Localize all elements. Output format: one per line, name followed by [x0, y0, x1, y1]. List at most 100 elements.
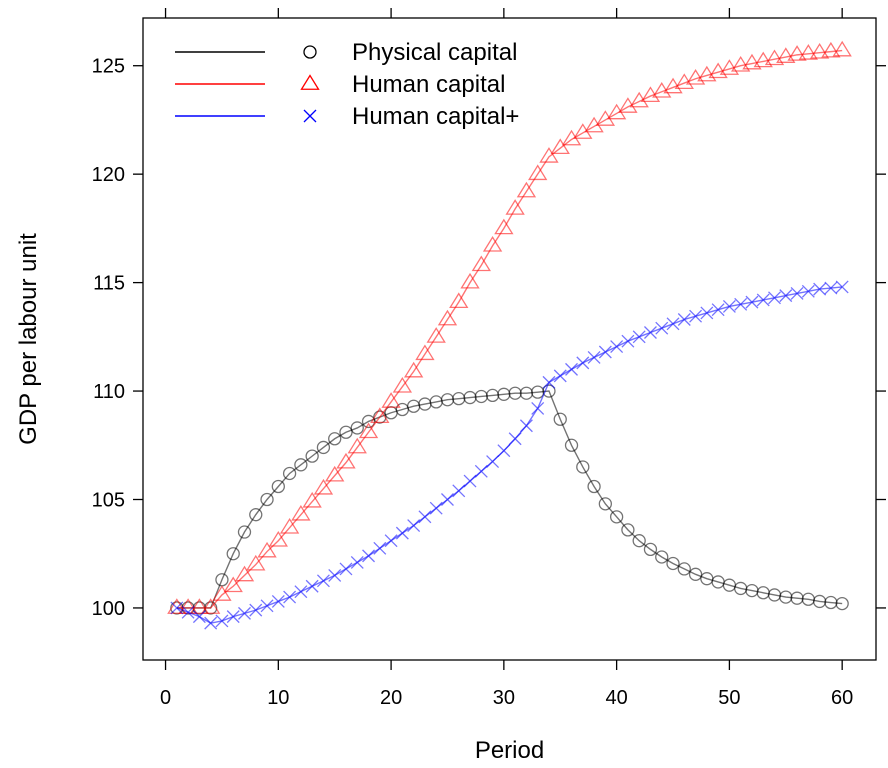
- data-point-human-capital: [246, 554, 266, 571]
- legend-marker: [303, 109, 317, 123]
- data-point-human-capital-plus: [779, 289, 793, 303]
- data-point-physical-capital: [271, 479, 285, 494]
- data-point-human-capital-plus: [801, 284, 815, 298]
- data-point-human-capital-plus: [283, 590, 297, 604]
- x-tick-label: 20: [380, 687, 402, 709]
- data-point-human-capital: [685, 68, 706, 85]
- data-point-human-capital-plus: [508, 432, 522, 446]
- data-point-physical-capital: [553, 412, 567, 426]
- legend-label: Human capital: [352, 71, 505, 98]
- axes: 0 10 20 30 40 50 60 100 105 110 115 120 125: [92, 8, 886, 709]
- data-point-physical-capital: [328, 432, 342, 446]
- data-point-human-capital-plus: [249, 603, 263, 617]
- y-tick-label: 105: [92, 490, 125, 512]
- data-point-human-capital-plus: [238, 606, 251, 620]
- data-point-human-capital-plus: [192, 610, 206, 624]
- data-point-human-capital: [798, 44, 819, 60]
- legend-marker: [303, 45, 317, 59]
- data-point-human-capital: [516, 181, 537, 198]
- data-point-human-capital-plus: [294, 585, 308, 599]
- data-point-human-capital-plus: [271, 594, 285, 608]
- plot-area: [167, 40, 852, 630]
- data-point-human-capital: [776, 47, 796, 63]
- data-point-human-capital-plus: [824, 281, 838, 295]
- data-point-physical-capital: [339, 425, 353, 439]
- data-point-physical-capital: [666, 556, 680, 571]
- data-point-physical-capital: [237, 525, 252, 539]
- data-point-human-capital: [200, 598, 221, 614]
- x-tick-label: 10: [267, 687, 289, 709]
- data-point-human-capital: [392, 376, 413, 393]
- x-tick-label: 40: [606, 687, 628, 709]
- data-point-human-capital: [223, 576, 243, 593]
- data-point-human-capital: [358, 422, 379, 439]
- data-point-human-capital-plus: [655, 321, 669, 335]
- y-tick-label: 115: [93, 273, 125, 295]
- data-point-physical-capital: [598, 497, 613, 511]
- data-point-human-capital: [764, 49, 785, 66]
- data-point-human-capital: [234, 565, 255, 582]
- data-point-human-capital: [212, 585, 232, 601]
- legend-marker: [300, 74, 320, 90]
- data-point-human-capital: [313, 478, 334, 495]
- data-point-human-capital-plus: [576, 356, 590, 370]
- data-point-human-capital: [494, 218, 514, 235]
- data-point-human-capital-plus: [328, 568, 342, 582]
- data-point-physical-capital: [609, 510, 624, 524]
- data-point-physical-capital: [305, 449, 319, 463]
- data-point-physical-capital: [677, 562, 691, 576]
- data-point-human-capital: [731, 55, 751, 72]
- legend-item: Physical capital: [175, 39, 517, 66]
- data-point-human-capital-plus: [519, 419, 533, 433]
- data-point-human-capital: [325, 465, 345, 482]
- data-point-human-capital-plus: [756, 293, 770, 307]
- data-point-human-capital-plus: [260, 599, 274, 613]
- legend-label: Human capital+: [352, 103, 519, 130]
- data-point-human-capital: [460, 272, 480, 289]
- data-point-human-capital-plus: [474, 464, 488, 478]
- series-physical-capital: [170, 384, 849, 615]
- data-point-physical-capital: [350, 421, 364, 435]
- data-point-human-capital: [279, 517, 300, 534]
- data-point-physical-capital: [576, 460, 590, 474]
- data-point-physical-capital: [835, 596, 849, 611]
- data-point-human-capital-plus: [452, 484, 466, 498]
- data-point-human-capital: [550, 138, 570, 155]
- y-tick-label: 120: [92, 164, 125, 186]
- data-point-human-capital-plus: [226, 610, 240, 624]
- data-point-human-capital: [528, 164, 548, 181]
- data-point-human-capital: [809, 42, 830, 59]
- data-point-human-capital: [291, 504, 311, 521]
- data-point-human-capital-plus: [621, 334, 635, 348]
- data-point-human-capital-plus: [745, 295, 759, 309]
- y-tick-label: 125: [92, 56, 125, 78]
- data-point-physical-capital: [508, 386, 522, 400]
- data-point-human-capital-plus: [734, 297, 748, 311]
- data-point-human-capital-plus: [632, 330, 646, 344]
- data-point-human-capital-plus: [565, 362, 578, 376]
- data-point-human-capital-plus: [610, 340, 624, 354]
- y-axis-label: GDP per labour unit: [15, 233, 42, 445]
- data-point-physical-capital: [226, 547, 240, 561]
- series-human-capital: [167, 40, 852, 614]
- data-point-human-capital-plus: [542, 375, 556, 389]
- data-point-physical-capital: [564, 438, 579, 452]
- data-point-human-capital-plus: [316, 574, 330, 588]
- data-point-human-capital-plus: [711, 303, 725, 317]
- data-point-human-capital-plus: [339, 562, 353, 576]
- data-point-physical-capital: [260, 492, 274, 507]
- data-point-human-capital: [787, 45, 807, 61]
- data-point-human-capital-plus: [215, 614, 229, 628]
- data-point-human-capital-plus: [768, 291, 781, 305]
- data-point-human-capital-plus: [587, 350, 601, 364]
- series-human-capital-plus: [170, 280, 849, 630]
- data-point-human-capital-plus: [813, 282, 827, 296]
- legend-item: Human capital+: [175, 103, 519, 130]
- data-point-human-capital: [482, 235, 503, 252]
- data-point-human-capital: [742, 53, 762, 70]
- data-point-physical-capital: [361, 414, 376, 429]
- data-point-human-capital-plus: [170, 601, 184, 615]
- data-point-human-capital: [167, 598, 187, 614]
- data-point-human-capital: [753, 51, 773, 68]
- data-point-human-capital: [189, 598, 210, 614]
